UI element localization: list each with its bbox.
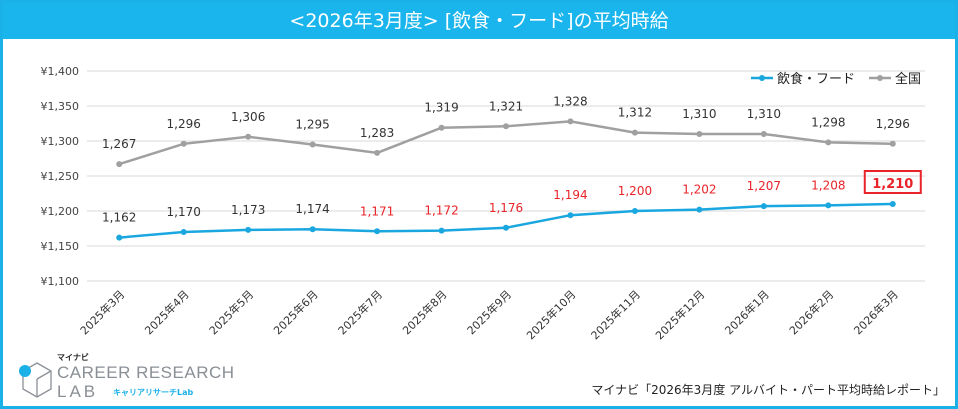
data-label: 1,210 [872, 177, 913, 192]
data-label: 1,267 [102, 137, 136, 151]
career-research-lab-logo: マイナビ CAREER RESEARCH LAB キャリアリサーチLab [17, 353, 247, 403]
data-point [438, 227, 445, 234]
y-tick-label: ¥1,350 [41, 100, 80, 113]
data-point [374, 149, 381, 156]
data-label: 1,328 [553, 94, 587, 108]
x-tick-label: 2025年4月 [142, 287, 192, 337]
data-point [245, 226, 252, 233]
x-tick-label: 2026年2月 [786, 287, 836, 337]
x-tick-label: 2025年7月 [335, 287, 385, 337]
data-label: 1,310 [747, 107, 781, 121]
y-tick-label: ¥1,200 [41, 205, 80, 218]
data-label: 1,171 [360, 204, 394, 218]
data-point [631, 129, 638, 136]
logo-name: CAREER RESEARCH [57, 363, 235, 382]
data-point [309, 226, 316, 233]
data-point [825, 202, 832, 209]
logo-brand: マイナビ [57, 353, 89, 362]
data-point [889, 201, 896, 207]
data-point [309, 141, 316, 148]
legend-label-1: 全国 [895, 71, 921, 87]
data-point [245, 133, 252, 140]
x-tick-label: 2025年3月 [77, 287, 127, 337]
data-point [374, 228, 381, 235]
data-label: 1,176 [489, 201, 523, 215]
data-label: 1,194 [553, 188, 587, 202]
data-label: 1,298 [811, 115, 845, 129]
data-label: 1,310 [682, 107, 716, 121]
data-point [180, 229, 187, 235]
data-label: 1,296 [167, 117, 201, 131]
y-tick-label: ¥1,100 [41, 275, 80, 288]
highlight-box [863, 170, 922, 194]
data-point [567, 212, 574, 219]
data-label: 1,283 [360, 126, 394, 140]
x-tick-label: 2025年6月 [271, 287, 321, 337]
x-tick-label: 2025年5月 [206, 287, 256, 337]
y-tick-label: ¥1,300 [41, 135, 80, 148]
data-point [116, 161, 123, 168]
data-point [760, 203, 767, 210]
data-label: 1,319 [424, 101, 458, 115]
legend-marker [876, 75, 883, 81]
data-label: 1,306 [231, 110, 265, 124]
x-tick-label: 2026年1月 [722, 287, 772, 337]
source-note: マイナビ「2026年3月度 アルバイト・パート平均時給レポート」 [591, 383, 945, 397]
data-label: 1,202 [682, 183, 716, 197]
data-label: 1,173 [231, 203, 265, 217]
logo-sub: キャリアリサーチLab [113, 388, 194, 397]
data-label: 1,170 [167, 205, 201, 219]
data-label: 1,296 [876, 117, 910, 131]
logo-lab: LAB [57, 382, 99, 401]
x-tick-label: 2026年3月 [851, 287, 901, 337]
data-label: 1,162 [102, 211, 136, 225]
y-tick-label: ¥1,400 [41, 65, 80, 78]
data-point [567, 118, 574, 125]
logo-cube-icon [19, 362, 52, 398]
legend-marker [758, 75, 765, 81]
x-tick-label: 2025年9月 [464, 287, 514, 337]
x-tick-label: 2025年11月 [588, 287, 643, 342]
data-label: 1,295 [295, 118, 329, 132]
data-label: 1,174 [295, 202, 329, 216]
chart-title: <2026年3月度> [飲食・フード]の平均時給 [3, 3, 955, 39]
data-label: 1,207 [747, 179, 781, 193]
data-point [503, 224, 509, 231]
data-label: 1,200 [618, 184, 652, 198]
line-chart: ¥1,100 ¥1,150 ¥1,200 ¥1,250 ¥1,300 ¥1,350 ¥1,4… [41, 65, 925, 342]
x-tick-label: 2025年12月 [652, 287, 707, 342]
data-point [760, 131, 767, 137]
y-tick-label: ¥1,250 [41, 170, 80, 183]
data-label: 1,321 [489, 99, 523, 113]
data-point [696, 206, 703, 213]
data-point [889, 140, 896, 147]
x-tick-label: 2025年8月 [399, 287, 449, 337]
data-point [116, 234, 123, 241]
data-point [438, 124, 445, 131]
data-label: 1,312 [618, 106, 652, 120]
data-point [503, 123, 509, 130]
data-point [825, 139, 832, 146]
data-point [180, 140, 187, 147]
legend-label-0: 飲食・フード [777, 71, 855, 87]
data-point [696, 131, 703, 137]
y-tick-label: ¥1,150 [41, 240, 80, 253]
data-point [631, 208, 638, 214]
data-label: 1,172 [424, 204, 458, 218]
x-tick-label: 2025年10月 [523, 287, 578, 342]
data-label: 1,208 [811, 178, 845, 192]
